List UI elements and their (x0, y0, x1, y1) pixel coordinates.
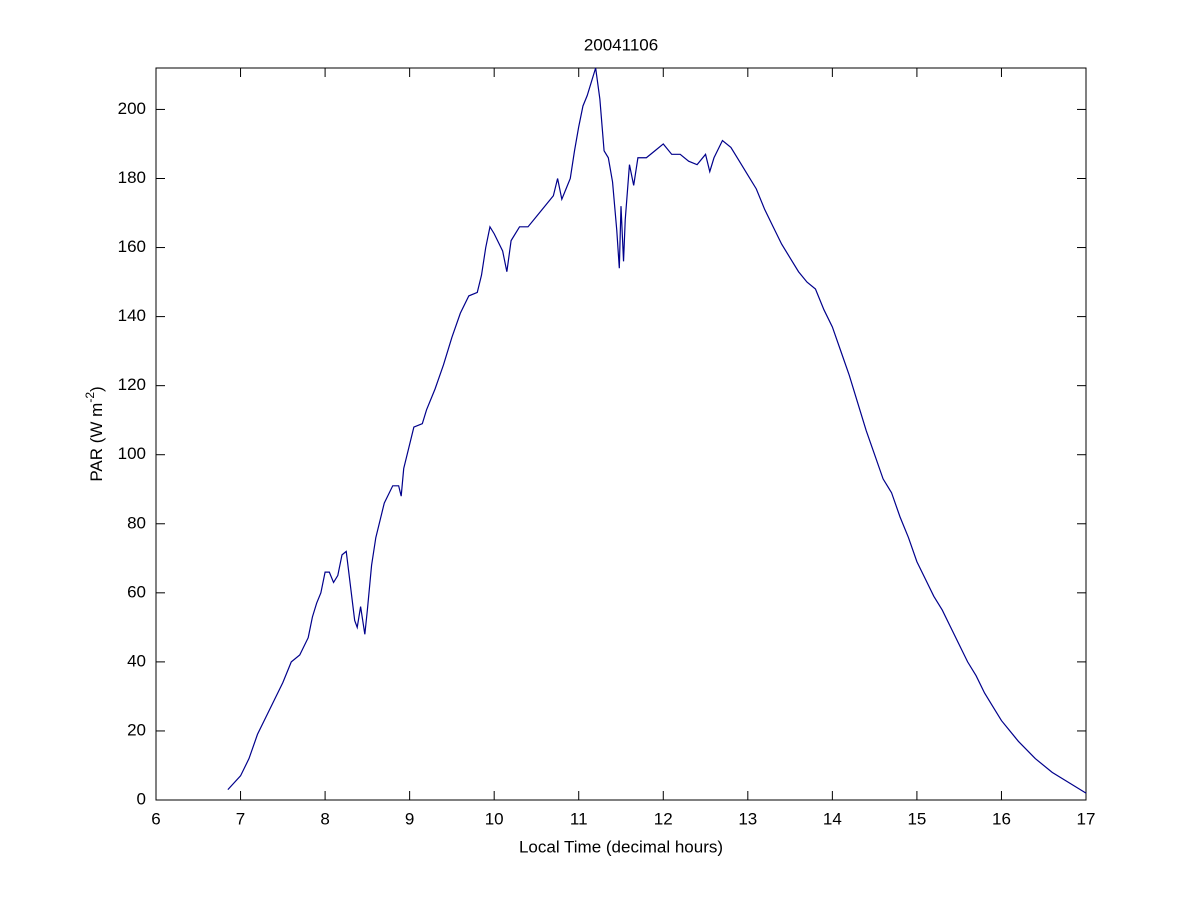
y-tick-label: 180 (118, 168, 146, 187)
y-axis-label: PAR (W m-2) (83, 386, 106, 481)
y-tick-label: 100 (118, 444, 146, 463)
y-tick-label: 160 (118, 237, 146, 256)
x-tick-label: 10 (485, 809, 504, 828)
y-tick-label: 80 (127, 513, 146, 532)
y-label-end: ) (87, 386, 106, 392)
y-tick-label: 0 (137, 789, 146, 808)
y-tick-label: 20 (127, 720, 146, 739)
x-tick-label: 6 (151, 809, 160, 828)
y-tick-label: 120 (118, 375, 146, 394)
x-tick-label: 13 (738, 809, 757, 828)
x-tick-label: 17 (1077, 809, 1096, 828)
x-tick-label: 12 (654, 809, 673, 828)
chart-title: 20041106 (584, 35, 658, 54)
x-axis-label: Local Time (decimal hours) (519, 837, 723, 856)
y-tick-label: 40 (127, 651, 146, 670)
x-tick-label: 14 (823, 809, 842, 828)
x-tick-label: 7 (236, 809, 245, 828)
data-line (227, 67, 1087, 794)
y-label-text: PAR (W m (87, 403, 106, 482)
x-tick-label: 11 (570, 809, 588, 828)
y-tick-label: 140 (118, 306, 146, 325)
y-tick-label: 60 (127, 582, 146, 601)
x-tick-label: 15 (907, 809, 926, 828)
x-tick-label: 8 (320, 809, 329, 828)
plot-area (155, 67, 1087, 801)
y-tick-label: 200 (118, 99, 146, 118)
y-label-sup: -2 (83, 392, 97, 403)
x-tick-label: 9 (405, 809, 414, 828)
x-tick-label: 16 (992, 809, 1011, 828)
